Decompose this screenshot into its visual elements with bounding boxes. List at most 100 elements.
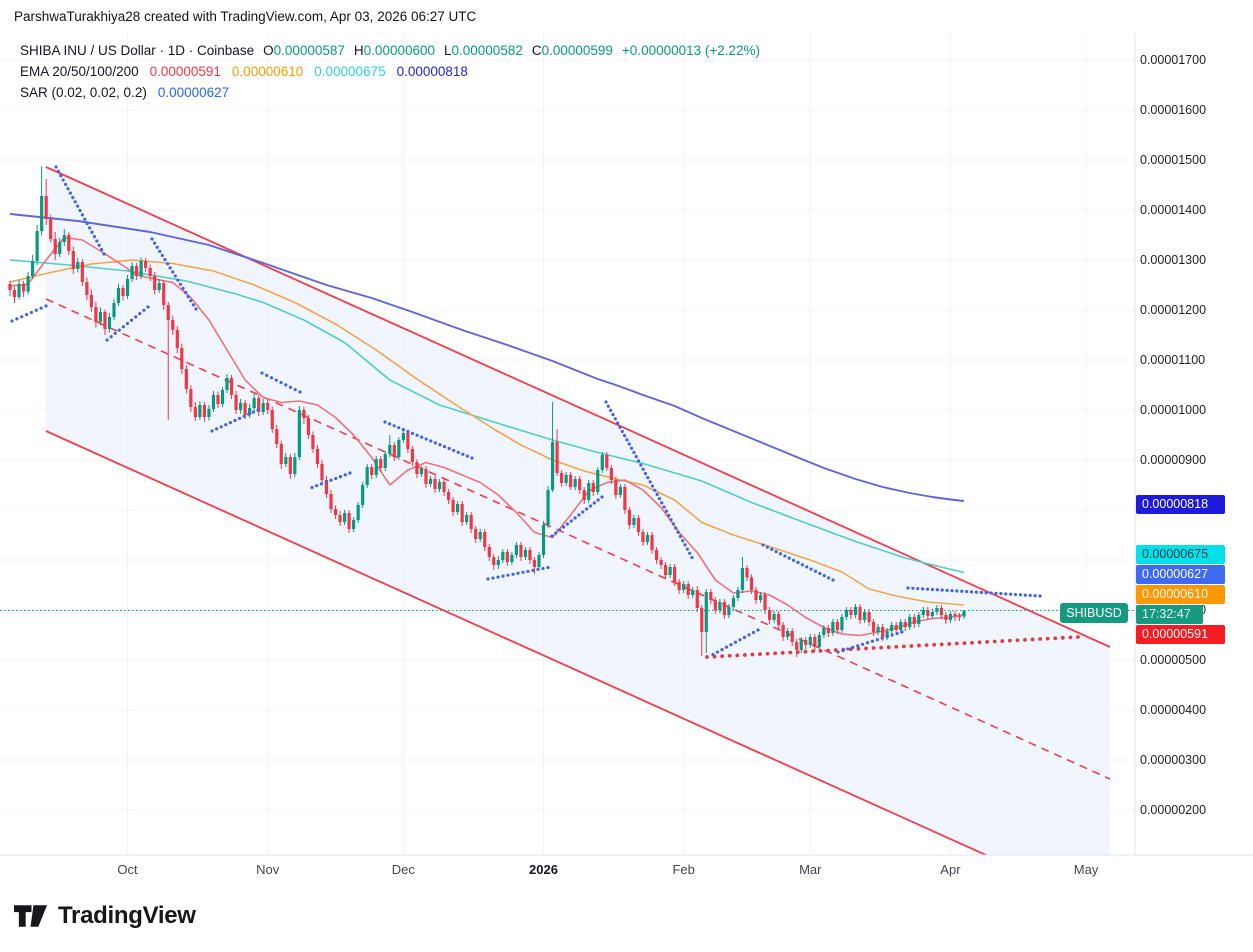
dotted-trendline-dot	[924, 643, 929, 648]
candle-body	[35, 231, 39, 261]
sar-dot	[102, 252, 106, 256]
candle-body	[76, 262, 80, 269]
sar-dot	[655, 492, 659, 497]
sar-dot	[577, 513, 581, 517]
candle-body	[700, 608, 704, 632]
y-axis-label: 0.00000400	[1140, 702, 1207, 717]
sar-dot	[646, 476, 650, 480]
channel-upper-line[interactable]	[45, 166, 1111, 648]
sar-dot	[54, 165, 58, 169]
y-axis-label: 0.00000900	[1140, 452, 1207, 467]
candle-body	[207, 409, 211, 417]
dotted-trendline-dot	[970, 640, 974, 645]
sar-dot	[452, 448, 456, 453]
change-value: +0.00000013 (+2.22%)	[621, 43, 761, 58]
legend-symbol-row[interactable]: SHIBA INU / US Dollar · 1D · Coinbase O0.…	[20, 40, 760, 61]
candle-body	[953, 614, 957, 616]
candle-body	[284, 457, 288, 464]
sar-dot	[486, 577, 490, 581]
sar-dot	[761, 543, 765, 547]
candle-body	[663, 565, 668, 575]
ema100-line[interactable]	[9, 259, 965, 574]
sar-dot	[604, 400, 608, 404]
ema20-line[interactable]	[9, 236, 965, 637]
sar-dot	[191, 303, 196, 307]
tradingview-logo-icon[interactable]	[14, 901, 49, 931]
candle-body	[415, 462, 419, 474]
sar-dot	[715, 650, 720, 654]
candle-body	[80, 262, 84, 282]
candle-body	[392, 445, 396, 457]
legend-ema-row[interactable]: EMA 20/50/100/200 0.00000591 0.00000610 0.0…	[20, 61, 760, 82]
sar-dot	[348, 471, 352, 475]
sar-dot	[178, 282, 183, 286]
candle-body	[903, 622, 907, 627]
candle-body	[926, 610, 930, 616]
sar-dot	[511, 572, 515, 576]
candle-body	[532, 560, 537, 567]
channel-median-line[interactable]	[45, 298, 1111, 780]
sar-dot	[64, 182, 68, 186]
sar-dot	[846, 647, 850, 651]
candle-body	[871, 622, 876, 632]
sar-dot	[383, 420, 387, 424]
candle-body	[921, 610, 925, 615]
dotted-trendline-dot	[871, 646, 876, 650]
sar-dot	[984, 591, 988, 595]
candle-body	[844, 610, 849, 617]
sar-dot	[215, 427, 219, 431]
candle-body	[627, 510, 632, 525]
sar-dot	[56, 169, 61, 173]
candle-body	[962, 610, 966, 617]
candle-body	[596, 470, 600, 492]
time-axis[interactable]: Oct Nov Dec 2026 Feb Mar Apr May	[0, 855, 1253, 886]
candle-body	[216, 395, 220, 404]
candle-body	[808, 637, 812, 645]
candle-body	[695, 590, 699, 608]
candle-body	[731, 598, 736, 607]
dotted-trendline-dot	[811, 649, 815, 654]
sar-dot	[554, 531, 558, 535]
sar-dot	[979, 590, 983, 595]
sar-dot	[643, 471, 648, 476]
candle-body	[17, 284, 21, 297]
ema200-line[interactable]	[9, 213, 965, 502]
ema50-line[interactable]	[9, 259, 965, 606]
sar-dot	[293, 388, 297, 392]
tradingview-wordmark[interactable]: TradingView	[58, 902, 196, 929]
sar-dot	[228, 421, 232, 425]
candle-body	[266, 403, 270, 410]
candle-body	[541, 525, 546, 555]
candle-body	[618, 487, 622, 495]
candle-body	[442, 482, 446, 492]
sar-dot	[625, 438, 629, 442]
sar-dot	[774, 549, 778, 554]
y-axis-label: 0.00001100	[1140, 352, 1206, 367]
sar-dot	[324, 480, 328, 484]
channel-lower-line[interactable]	[45, 430, 1110, 911]
candle-body	[691, 590, 695, 595]
legend-sar-row[interactable]: SAR (0.02, 0.02, 0.2) 0.00000627	[20, 82, 760, 103]
y-axis-label: 0.00000300	[1140, 752, 1207, 767]
candle-body	[26, 276, 30, 292]
candle-body	[361, 485, 365, 505]
sar-dot	[71, 195, 75, 200]
sar-dot	[620, 429, 624, 434]
candle-body	[315, 449, 320, 464]
sar-dot	[146, 305, 150, 309]
dotted-trendline-dot	[833, 648, 838, 652]
candle-body	[736, 590, 740, 598]
sar-dot	[681, 539, 685, 543]
candle-body	[514, 545, 518, 555]
sar-dot	[238, 416, 242, 420]
sar-dot	[95, 239, 99, 243]
sar-dot	[742, 635, 747, 639]
y-axis-label: 0.00001700	[1140, 52, 1207, 67]
candle-body	[636, 518, 641, 532]
sar-dot	[150, 237, 154, 241]
plot-area[interactable]	[0, 33, 1135, 911]
candle-body	[772, 614, 776, 620]
candle-body	[858, 607, 862, 620]
